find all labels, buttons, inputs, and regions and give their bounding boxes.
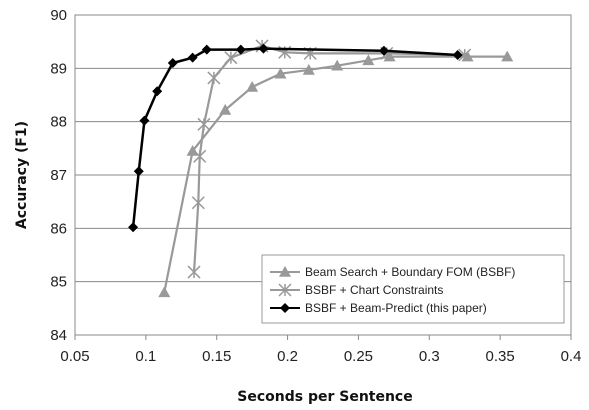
legend-marker — [279, 266, 291, 277]
x-tick-label: 0.15 — [202, 348, 231, 365]
y-tick-label: 87 — [50, 167, 67, 184]
series-layer — [128, 39, 514, 298]
data-point — [219, 103, 232, 115]
data-point — [224, 51, 238, 65]
x-tick-label: 0.35 — [486, 348, 515, 365]
data-point — [246, 81, 259, 92]
data-point — [501, 50, 514, 62]
series-line — [192, 44, 465, 273]
data-point — [362, 54, 375, 66]
y-tick-label: 84 — [50, 327, 67, 344]
data-point — [187, 265, 201, 279]
legend-label: Beam Search + Boundary FOM (BSBF) — [305, 265, 515, 279]
legend-item: Beam Search + Boundary FOM (BSBF) — [270, 265, 515, 279]
x-tick-label: 0.3 — [419, 348, 440, 365]
data-point — [258, 43, 269, 54]
data-point — [193, 149, 207, 163]
legend-box — [261, 254, 565, 324]
legend-marker — [278, 283, 292, 297]
x-tick-label: 0.1 — [135, 348, 156, 365]
data-point — [235, 44, 246, 55]
data-point — [378, 45, 389, 56]
legend-item: BSBF + Chart Constraints — [270, 283, 443, 297]
y-tick-labels: 84 85 86 87 88 89 90 — [50, 7, 67, 344]
legend-item: BSBF + Beam-Predict (this paper) — [270, 301, 487, 315]
y-tick-label: 88 — [50, 114, 67, 131]
y-tick-label: 85 — [50, 274, 67, 291]
data-point — [201, 44, 212, 55]
data-point — [197, 117, 211, 131]
data-point — [191, 196, 205, 210]
legend-label: BSBF + Beam-Predict (this paper) — [305, 301, 487, 315]
data-point — [331, 59, 344, 71]
y-tick-label: 89 — [50, 60, 67, 77]
data-point — [274, 67, 287, 79]
legend: Beam Search + Boundary FOM (BSBF) BSBF + … — [261, 254, 565, 324]
data-point — [128, 222, 139, 233]
y-axis-title: Accuracy (F1) — [14, 121, 30, 229]
data-point — [158, 286, 171, 298]
data-point — [133, 166, 144, 177]
data-point — [167, 58, 178, 68]
data-point — [187, 52, 198, 63]
legend-marker — [280, 303, 290, 313]
data-point — [152, 86, 163, 97]
x-tick-labels: 0.05 0.1 0.15 0.2 0.25 0.3 0.35 0.4 — [60, 335, 581, 365]
data-point — [452, 50, 463, 60]
data-point — [302, 63, 315, 75]
plot-area — [74, 14, 572, 336]
series-2 — [187, 39, 472, 279]
data-point — [458, 48, 472, 62]
y-tick-label: 90 — [50, 7, 67, 24]
x-tick-label: 0.25 — [344, 348, 373, 365]
x-axis-title: Seconds per Sentence — [237, 389, 412, 405]
x-tick-label: 0.2 — [277, 348, 298, 365]
data-point — [139, 115, 150, 126]
x-tick-label: 0.4 — [561, 348, 582, 365]
legend-label: BSBF + Chart Constraints — [305, 283, 443, 297]
series-3 — [128, 43, 463, 233]
x-tick-label: 0.05 — [60, 348, 89, 365]
data-point — [207, 71, 221, 85]
y-tick-label: 86 — [50, 220, 67, 237]
